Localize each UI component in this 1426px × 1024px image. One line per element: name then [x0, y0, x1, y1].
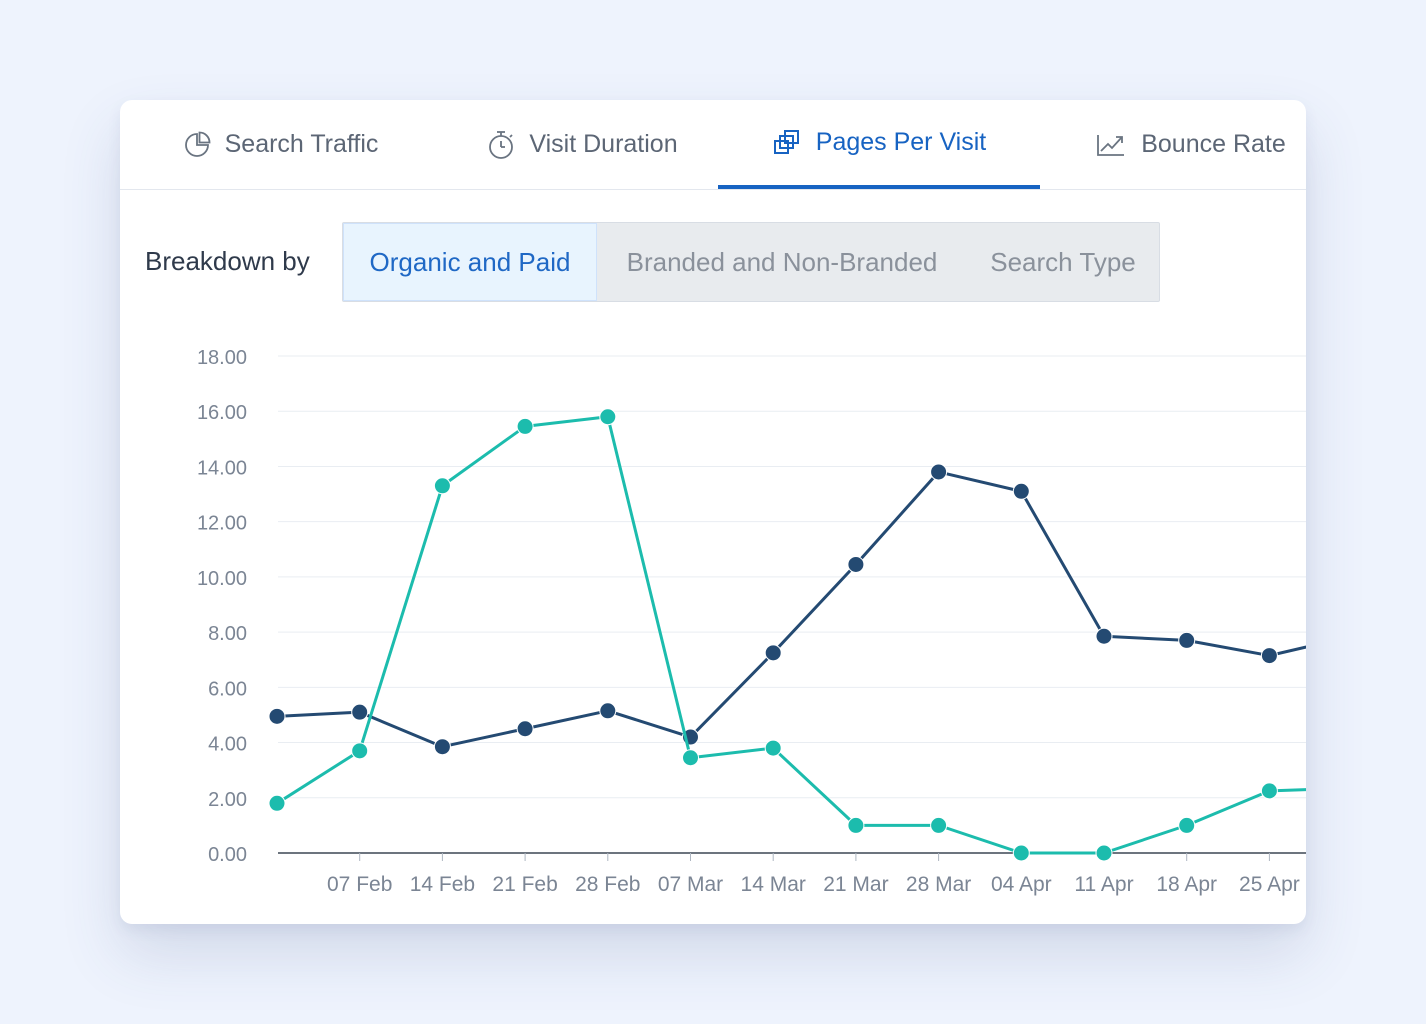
x-tick-label: 21 Mar [823, 873, 888, 896]
series-line-teal [276, 415, 1306, 855]
x-tick-label: 18 Apr [1156, 873, 1217, 896]
data-point-dark [1095, 627, 1113, 645]
line-chart: 0.00 2.00 4.00 6.00 8.00 10.00 12.00 14.00 16.00… [120, 100, 1306, 924]
y-tick-label: 8.00 [208, 623, 247, 645]
y-tick-label: 0.00 [208, 844, 247, 866]
data-point-dark [1178, 631, 1196, 649]
data-point-dark [599, 702, 617, 720]
data-point-dark [930, 463, 948, 481]
x-tick-label: 25 Apr [1239, 873, 1300, 896]
trend-arrow-icon [1097, 134, 1125, 156]
x-tick-label: 14 Mar [741, 873, 806, 896]
y-tick-label: 18.00 [197, 347, 247, 369]
data-point-teal [764, 739, 782, 757]
data-point-dark [847, 555, 865, 573]
tab-pages-per-visit-label: Pages Per Visit [815, 128, 987, 156]
data-point-teal [1260, 782, 1278, 800]
metrics-card: Search Traffic Visit Duration Pages Per … [120, 100, 1306, 924]
stopwatch-icon [489, 130, 514, 159]
series-line-dark [276, 470, 1306, 749]
y-tick-label: 2.00 [208, 789, 247, 811]
x-tick-label: 04 Apr [991, 873, 1052, 896]
stacked-pages-icon [773, 129, 799, 154]
x-tick-label: 28 Mar [906, 873, 971, 896]
tab-search-traffic[interactable]: Search Traffic [148, 100, 413, 189]
data-point-dark [433, 738, 451, 756]
segment-organic-and-paid[interactable]: Organic and Paid [343, 223, 597, 301]
x-tick-label: 07 Feb [327, 873, 392, 896]
data-point-teal [268, 794, 286, 812]
y-tick-label: 12.00 [197, 513, 247, 535]
tab-bounce-rate-label: Bounce Rate [1141, 130, 1286, 158]
data-point-teal [1012, 844, 1030, 862]
y-tick-label: 16.00 [197, 402, 247, 424]
segment-search-type[interactable]: Search Type [990, 246, 1136, 277]
x-tick-label: 14 Feb [410, 873, 475, 896]
data-point-teal [682, 749, 699, 767]
data-point-dark [1012, 482, 1030, 500]
y-tick-label: 10.00 [197, 568, 247, 590]
breakdown-selector: Organic and Paid Branded and Non-Branded… [342, 222, 1160, 302]
y-tick-label: 6.00 [208, 678, 247, 700]
tab-visit-duration-label: Visit Duration [529, 130, 678, 158]
x-tick-label: 07 Mar [658, 873, 723, 896]
y-tick-label: 4.00 [208, 734, 247, 756]
data-point-teal [1178, 816, 1196, 834]
data-point-teal [351, 742, 369, 760]
data-point-teal [847, 816, 865, 834]
y-tick-label: 14.00 [197, 457, 247, 479]
chart-svg: 0.00 2.00 4.00 6.00 8.00 10.00 12.00 14.00 16.00… [197, 347, 1306, 896]
segment-branded-and-non-branded[interactable]: Branded and Non-Branded [626, 246, 938, 277]
x-tick-label: 28 Feb [575, 873, 640, 896]
tab-pages-per-visit[interactable]: Pages Per Visit [718, 100, 1040, 189]
data-point-dark [1260, 647, 1278, 665]
tab-bounce-rate[interactable]: Bounce Rate [1075, 100, 1306, 189]
pie-chart-icon [184, 131, 211, 157]
x-tick-label: 21 Feb [492, 873, 557, 896]
data-point-teal [599, 408, 617, 426]
data-point-dark [764, 644, 782, 662]
x-tick-label: 11 Apr [1074, 873, 1133, 896]
tab-search-traffic-label: Search Traffic [224, 130, 379, 158]
tab-visit-duration[interactable]: Visit Duration [450, 100, 715, 189]
metric-tabs: Search Traffic Visit Duration Pages Per … [120, 100, 1306, 190]
data-point-teal [433, 477, 451, 495]
data-point-teal [516, 417, 534, 435]
data-point-teal [1095, 844, 1113, 862]
breakdown-label: Breakdown by [145, 246, 310, 276]
data-point-teal [930, 816, 948, 834]
data-point-dark [351, 703, 369, 721]
data-point-dark [268, 707, 286, 725]
data-point-dark [516, 720, 534, 738]
